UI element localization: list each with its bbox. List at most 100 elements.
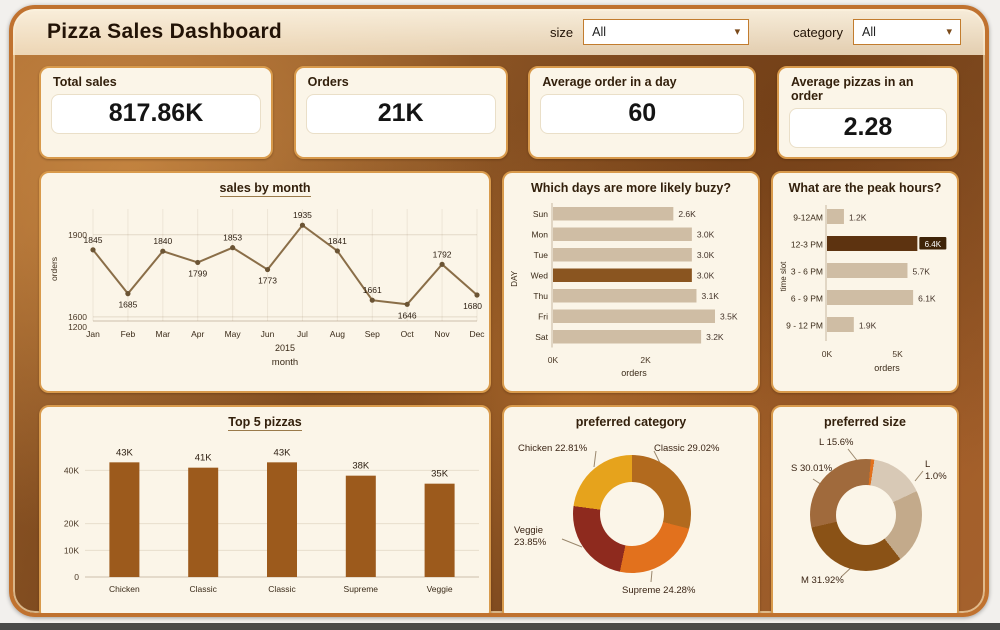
chart-title-text: Top 5 pizzas <box>228 415 302 431</box>
busy-days-bar-chart: Sun 2.6K Mon 3.0K Tue 3.0K Wed 3.0K Thu 3.1K Fri 3.… <box>510 203 738 378</box>
panel-sales-by-month: sales by month 1900 1600 1200 1845 Jan 1685 Fe… <box>39 171 491 393</box>
donut-chart-category[interactable] <box>573 455 691 573</box>
y-category: 9-12AM <box>793 213 823 223</box>
data-point[interactable] <box>125 291 131 297</box>
bar[interactable] <box>553 248 692 262</box>
point-label: 1845 <box>84 235 103 245</box>
x-tick: 0K <box>548 355 559 365</box>
y-tick: 20K <box>64 519 79 529</box>
chart-title: preferred category <box>575 415 687 429</box>
bar[interactable] <box>827 236 918 251</box>
value-label: 3.0K <box>697 250 715 260</box>
panel-peak-hours: What are the peak hours? 9-12AM 1.2K 12-3 … <box>771 171 959 393</box>
data-point[interactable] <box>369 297 375 303</box>
panel-busy-days: Which days are more likely buzy? Sun 2.6K… <box>502 171 760 393</box>
bar[interactable] <box>345 475 376 577</box>
y-category: Mon <box>531 230 548 240</box>
bar[interactable] <box>188 467 219 577</box>
slice-label-chicken: Chicken 22.81% <box>518 443 588 454</box>
category-filter-value: All <box>862 25 876 39</box>
value-label-box <box>919 237 947 250</box>
y-category: Fri <box>538 312 548 322</box>
x-category: Classic <box>189 584 217 594</box>
bar[interactable] <box>827 209 844 224</box>
data-point[interactable] <box>299 222 306 228</box>
slice-label-classic: Classic 29.02% <box>654 443 720 454</box>
y-category: Sat <box>535 332 548 342</box>
bar[interactable] <box>827 263 908 278</box>
y-category: 6 - 9 PM <box>791 294 823 304</box>
chevron-down-icon: ▾ <box>734 25 741 38</box>
point-label: 1661 <box>363 285 382 295</box>
y-axis-label: time slot <box>779 261 788 292</box>
point-label: 1841 <box>328 236 347 246</box>
data-point[interactable] <box>474 292 480 298</box>
donut-chart-size[interactable] <box>810 459 922 571</box>
x-category: Supreme <box>344 584 379 594</box>
x-tick: Jun <box>261 329 275 339</box>
bar[interactable] <box>553 289 697 303</box>
point-label: 1685 <box>118 300 137 310</box>
y-axis-label: DAY <box>510 270 519 287</box>
x-tick: Sep <box>365 329 380 339</box>
year-label: 2015 <box>275 343 295 353</box>
bar[interactable] <box>827 317 854 332</box>
x-category: Veggie <box>427 584 453 594</box>
category-filter-dropdown[interactable]: All ▾ <box>853 19 961 45</box>
slice-label-veggie: Veggie 23.85% <box>514 525 547 548</box>
kpi-average-order-per-day: Average order in a day 60 <box>528 66 757 159</box>
bar[interactable] <box>553 309 715 324</box>
kpi-label: Average order in a day <box>542 75 677 89</box>
value-label: 6.1K <box>918 294 936 304</box>
kpi-value: 21K <box>305 94 496 134</box>
data-point[interactable] <box>334 248 340 254</box>
data-point[interactable] <box>230 245 236 251</box>
value-label: 6.4K <box>925 240 942 249</box>
data-point[interactable] <box>404 301 410 307</box>
point-label: 1840 <box>153 236 172 246</box>
line-series <box>92 223 478 306</box>
bar[interactable] <box>553 207 674 221</box>
value-label: 3.0K <box>697 271 715 281</box>
bar[interactable] <box>424 483 455 577</box>
y-tick: 40K <box>64 465 79 475</box>
kpi-label: Orders <box>307 75 349 89</box>
kpi-average-pizzas-per-order: Average pizzas in an order 2.28 <box>776 66 959 159</box>
data-point[interactable] <box>439 261 445 267</box>
dashboard-frame: Pizza Sales Dashboard size All ▾ categor… <box>9 5 989 617</box>
x-category: Classic <box>268 584 296 594</box>
data-point[interactable] <box>90 247 96 253</box>
bottom-row: Top 5 pizzas 40K 20K 10K 0 43K Chicken 41K Clas… <box>13 405 985 613</box>
kpi-value: 2.28 <box>788 108 947 148</box>
y-tick: 1900 <box>68 230 87 240</box>
chart-title: sales by month <box>45 177 485 197</box>
value-label: 5.7K <box>912 267 930 277</box>
x-tick: Feb <box>121 329 136 339</box>
peak-hours-bar-chart: 9-12AM 1.2K 12-3 PM 6.4K 3 - 6 PM 5.7K 6 - 9 P… <box>779 205 947 373</box>
x-axis-label: orders <box>874 363 900 373</box>
data-point[interactable] <box>160 248 166 254</box>
bar[interactable] <box>553 268 692 283</box>
value-label: 41K <box>195 453 213 464</box>
bar[interactable] <box>267 462 297 577</box>
data-point[interactable] <box>264 266 271 273</box>
data-point[interactable] <box>195 259 201 266</box>
x-tick: May <box>225 329 242 339</box>
bar[interactable] <box>827 290 914 305</box>
bar[interactable] <box>553 330 702 344</box>
chart-title: preferred size <box>824 415 906 429</box>
x-tick: Apr <box>191 329 204 339</box>
y-tick: 1200 <box>68 322 87 332</box>
size-filter-dropdown[interactable]: All ▾ <box>583 19 750 45</box>
chart-title: What are the peak hours? <box>788 181 942 195</box>
y-tick: 1600 <box>68 312 87 322</box>
kpi-label: Average pizzas in an order <box>790 75 914 103</box>
leader-line <box>593 450 597 468</box>
bar[interactable] <box>553 227 692 242</box>
leader-line <box>650 570 653 583</box>
bar[interactable] <box>109 462 140 577</box>
point-label: 1853 <box>223 233 242 243</box>
value-label: 3.2K <box>706 332 724 342</box>
x-tick: Nov <box>435 329 451 339</box>
